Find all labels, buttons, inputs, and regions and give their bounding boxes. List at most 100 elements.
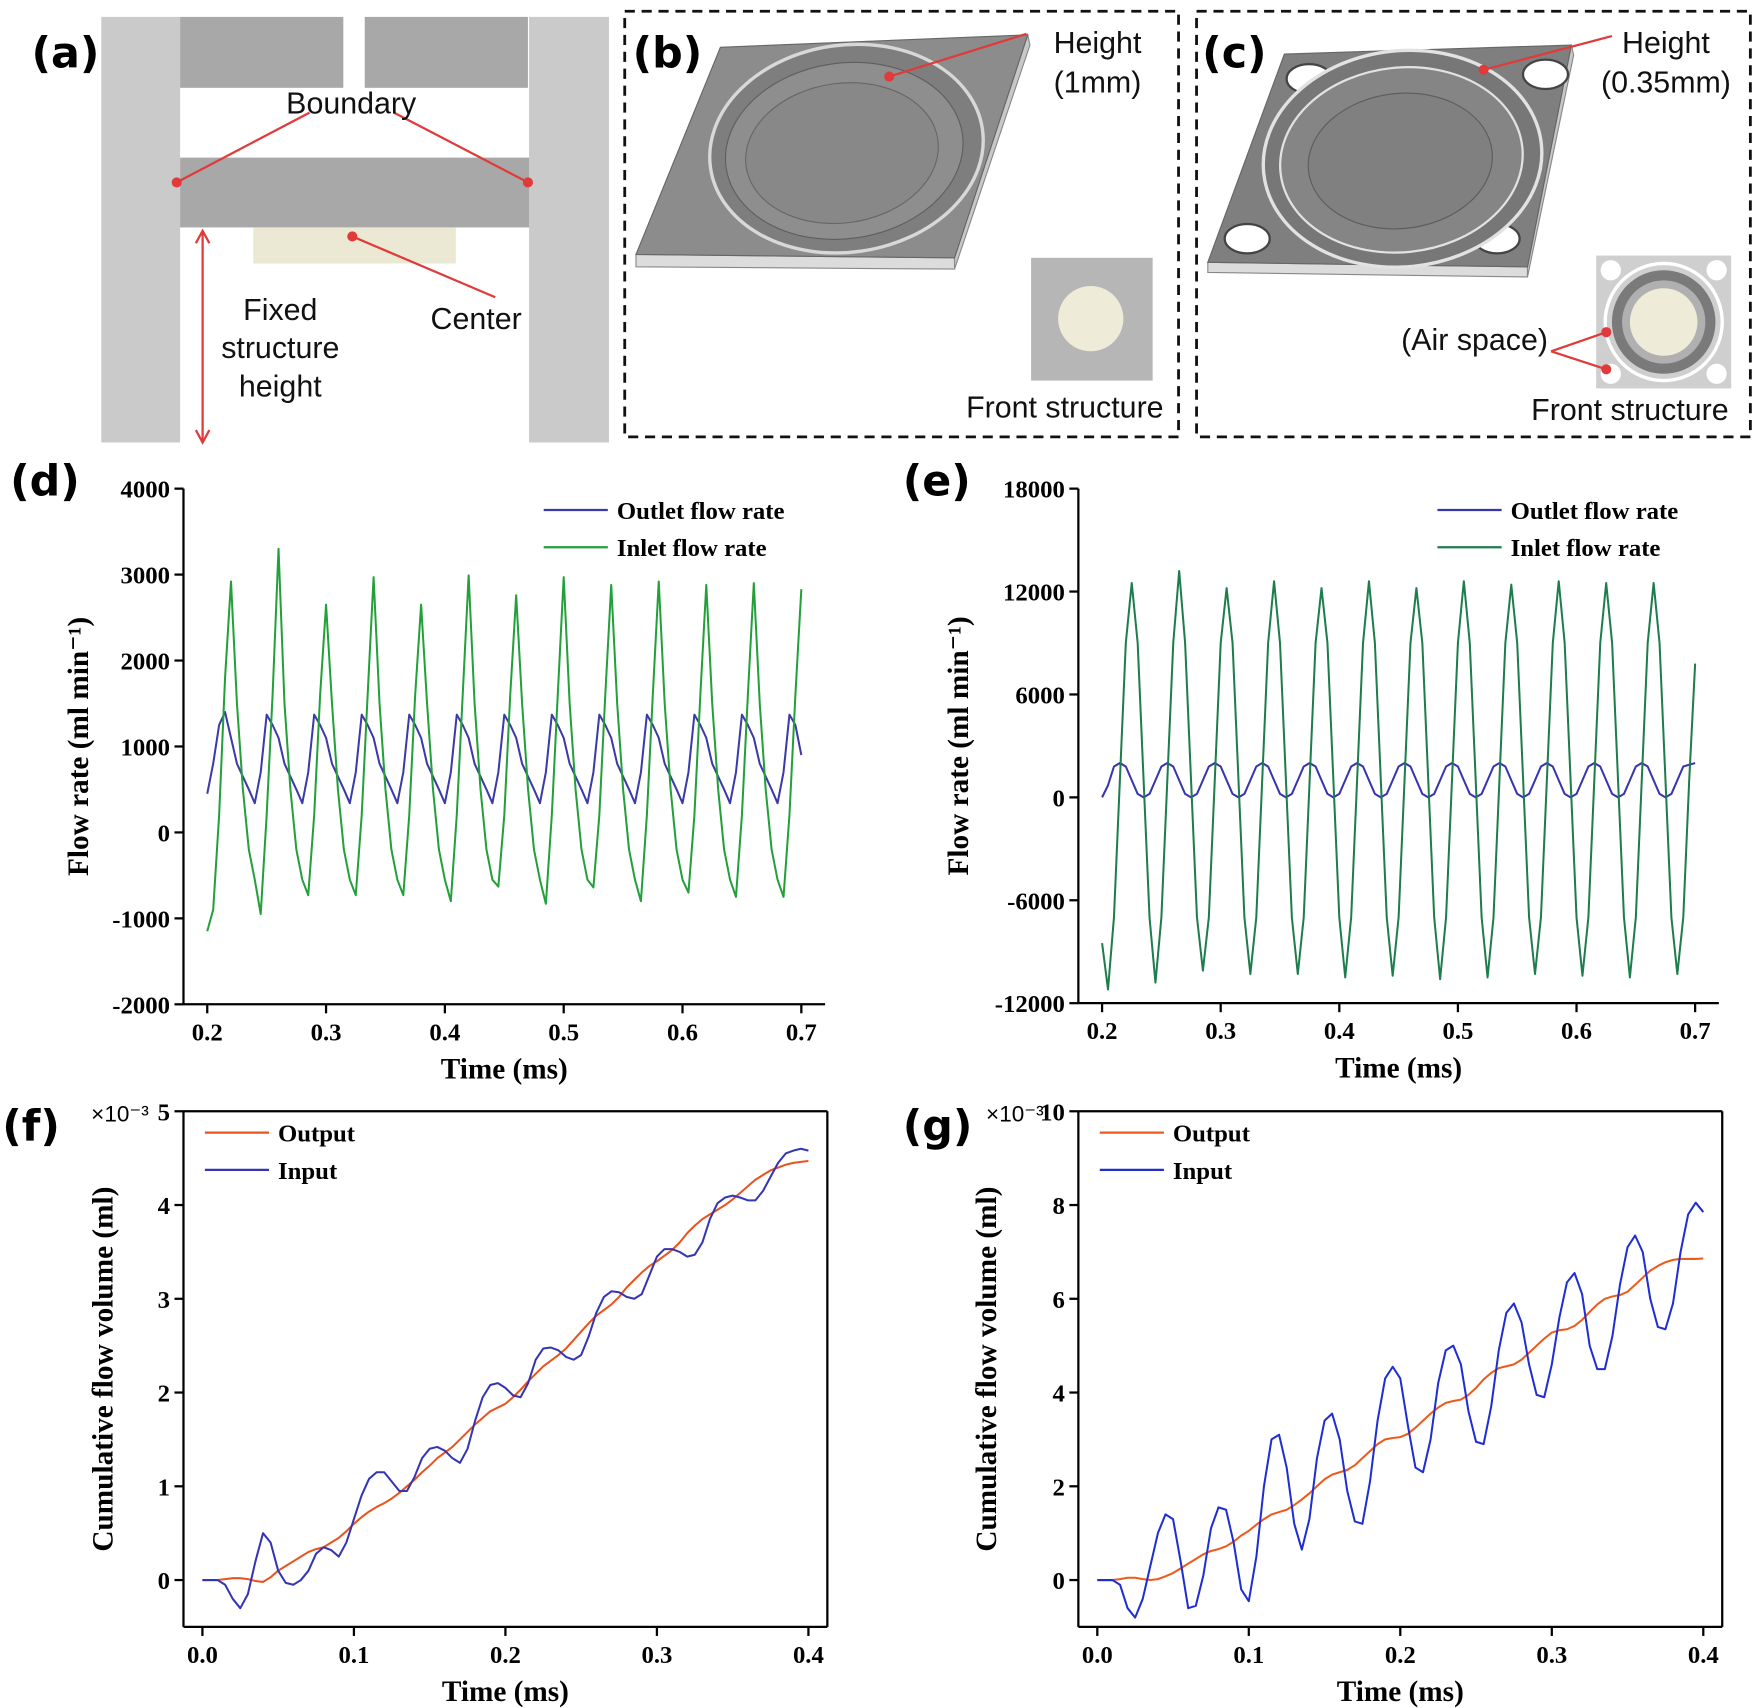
front-disk	[1058, 285, 1124, 352]
label: Boundary	[286, 87, 417, 121]
series-line	[1097, 1201, 1705, 1619]
legend-label: Outlet flow rate	[1511, 498, 1679, 525]
label: (0.35mm)	[1601, 65, 1731, 99]
pointer-dot	[1478, 64, 1489, 75]
x-tick-label: 0.2	[1385, 1642, 1416, 1669]
x-tick-label: 0.4	[1324, 1018, 1355, 1045]
y-tick-label: 0	[158, 1568, 170, 1595]
x-tick-label: 0.4	[793, 1642, 824, 1669]
pointer	[1550, 331, 1607, 353]
x-axis-label: Time (ms)	[441, 1054, 568, 1086]
x-tick-label: 0.7	[1680, 1018, 1711, 1045]
arrow-head	[194, 228, 211, 445]
pointer	[888, 32, 1027, 78]
x-tick-label: 0.2	[1087, 1018, 1118, 1045]
panel-label: (d)	[10, 456, 80, 506]
panel-a: (a) Boundary Fixed structure height Cent…	[32, 16, 609, 445]
label: Center	[431, 302, 522, 336]
y-tick-label: 18000	[1003, 477, 1065, 504]
label: height	[239, 369, 322, 403]
series-line	[202, 1147, 809, 1610]
series-line	[206, 547, 803, 932]
series-line	[202, 1159, 809, 1583]
pointer-dot	[522, 177, 533, 188]
pointer	[1550, 350, 1607, 371]
label: (1mm)	[1054, 65, 1142, 99]
y-tick-label: 3000	[120, 563, 169, 590]
x-tick-label: 0.4	[1688, 1642, 1719, 1669]
y-tick-label: 8	[1052, 1193, 1064, 1220]
hole	[1600, 260, 1621, 281]
y-tick-label: -12000	[995, 991, 1065, 1018]
x-tick-label: 0.5	[1442, 1018, 1473, 1045]
chart: 0 1 2 3 4 5 0.0 0.1 0.2 0.3 0.4 Time (ms) Cumulative…	[2, 1099, 829, 1708]
y-tick-label: 2	[158, 1381, 170, 1408]
block	[180, 16, 344, 88]
x-tick-label: 0.6	[667, 1019, 698, 1046]
pointer	[1483, 34, 1613, 71]
label: Front structure	[966, 391, 1163, 425]
panel-label: (b)	[633, 29, 703, 79]
y-axis-label: Cumulative flow volume (ml)	[971, 1187, 1003, 1552]
label: Fixed	[243, 293, 317, 327]
label: Front structure	[1531, 393, 1728, 427]
y-tick-label: 2000	[120, 649, 169, 676]
series-line	[1101, 762, 1696, 799]
x-tick-label: 0.0	[1082, 1642, 1113, 1669]
y-tick-label: 0	[1052, 1568, 1064, 1595]
panel-label: (g)	[903, 1102, 973, 1152]
x-tick-label: 0.2	[490, 1642, 521, 1669]
y-tick-label: 1	[158, 1474, 170, 1501]
y-tick-label: 0	[1052, 785, 1064, 812]
ring	[1603, 261, 1724, 383]
x-axis-label: Time (ms)	[1337, 1676, 1464, 1708]
dashed-frame	[1195, 9, 1752, 439]
x-tick-label: 0.2	[192, 1019, 223, 1046]
pillar	[529, 16, 609, 443]
y-tick-label: 4	[158, 1193, 170, 1220]
chart: -12000 -6000 0 6000 12000 18000 0.2 0.3 0.4 0.5 0.…	[903, 456, 1719, 1084]
legend-label: Outlet flow rate	[617, 498, 785, 525]
y-tick-label: 10	[1040, 1099, 1065, 1126]
pointer-dot	[1601, 327, 1612, 338]
series-line	[206, 711, 803, 805]
x-tick-label: 0.3	[641, 1642, 672, 1669]
panel-label: (f)	[2, 1102, 60, 1152]
panel-label: (e)	[903, 456, 971, 506]
series-line	[1097, 1257, 1704, 1582]
x-tick-label: 0.3	[1536, 1642, 1567, 1669]
x-tick-label: 0.1	[338, 1642, 369, 1669]
hole	[1706, 260, 1727, 281]
hole	[1223, 222, 1271, 255]
x-tick-label: 0.7	[786, 1019, 817, 1046]
panel-b: (b) Height (1mm) Front structure	[623, 9, 1180, 439]
series-line	[1101, 569, 1697, 991]
disk	[1307, 92, 1493, 230]
x-axis-label: Time (ms)	[442, 1676, 569, 1708]
legend-label: Output	[1173, 1121, 1251, 1148]
pointer	[351, 235, 496, 299]
legend-label: Input	[1173, 1158, 1233, 1185]
label: (Air space)	[1401, 323, 1548, 357]
y-multiplier: ×10⁻³	[91, 1101, 149, 1126]
label: Height	[1054, 26, 1142, 60]
x-tick-label: 0.3	[1205, 1018, 1236, 1045]
y-axis-label: Flow rate (ml min⁻¹)	[63, 617, 95, 876]
chart: -2000 -1000 0 1000 2000 3000 4000 0.2 0.3 0.4 0.5 0…	[10, 456, 826, 1086]
y-multiplier: ×10⁻³	[986, 1101, 1044, 1126]
x-tick-label: 0.3	[311, 1019, 342, 1046]
y-tick-label: 1000	[120, 734, 169, 761]
legend-label: Output	[278, 1121, 356, 1148]
x-tick-label: 0.0	[187, 1642, 218, 1669]
label: Height	[1622, 26, 1710, 60]
pointer-dot	[1601, 364, 1612, 375]
x-axis-label: Time (ms)	[1335, 1052, 1462, 1084]
pointer-dot	[884, 71, 895, 82]
legend-label: Inlet flow rate	[617, 535, 767, 562]
hole	[1521, 58, 1570, 91]
front-disk	[1629, 288, 1698, 356]
pillar	[101, 16, 181, 443]
x-tick-label: 0.5	[548, 1019, 579, 1046]
y-tick-label: 2	[1052, 1474, 1064, 1501]
